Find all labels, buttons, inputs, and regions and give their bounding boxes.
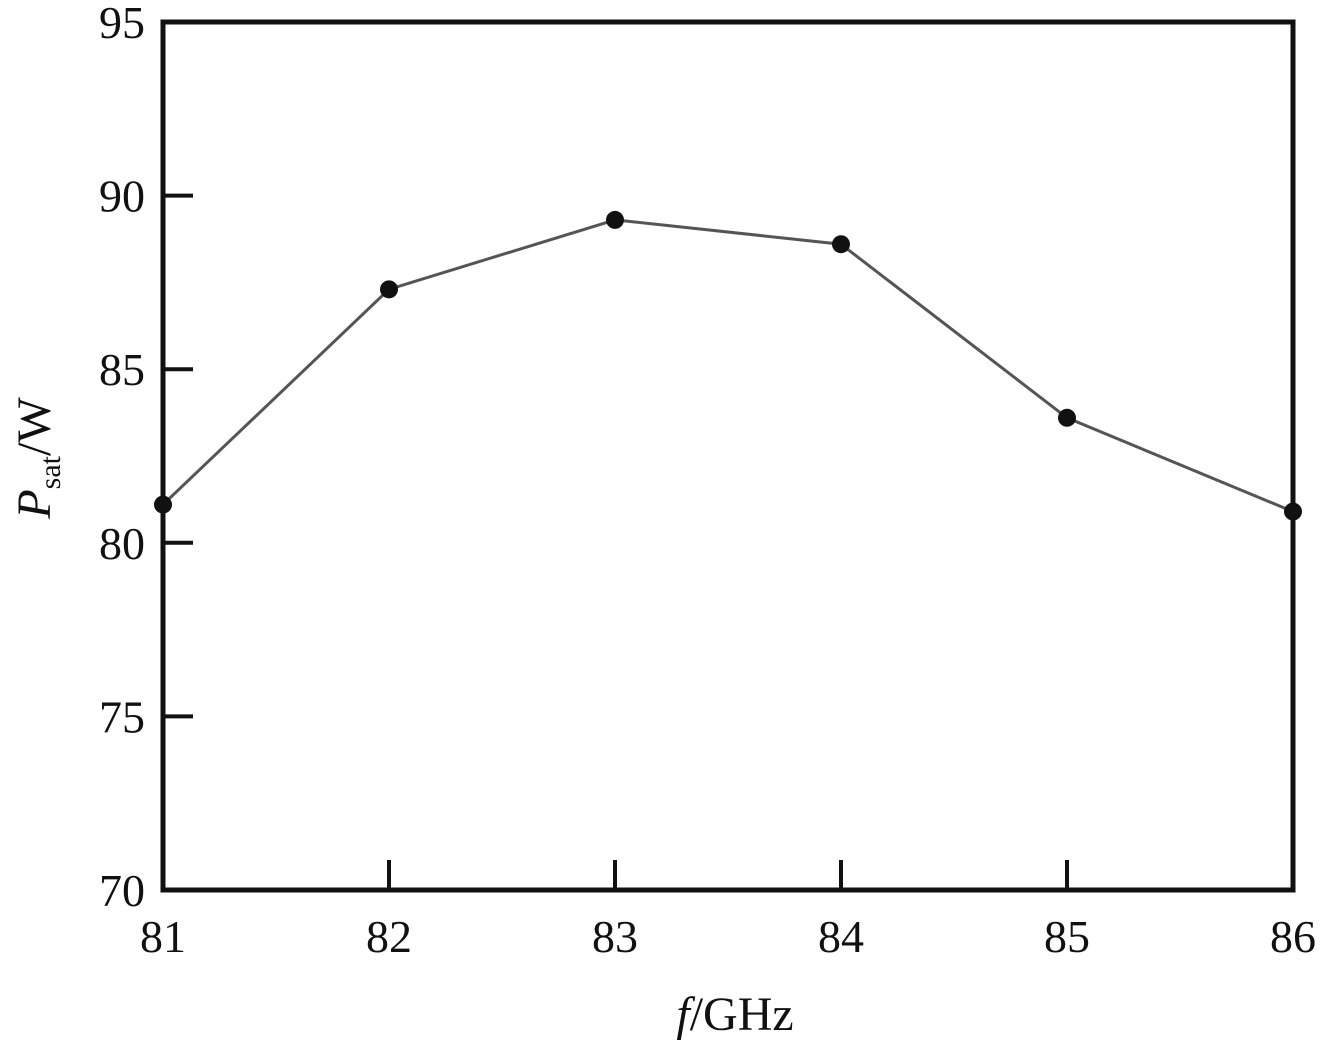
y-axis-var: P [8, 489, 61, 519]
y-axis-label: Psat/W [8, 397, 67, 520]
data-point [380, 280, 398, 299]
x-axis-label: f/GHz [676, 988, 793, 1041]
y-tick-label: 95 [99, 0, 145, 48]
y-tick-label: 80 [99, 518, 145, 569]
x-tick-label: 82 [366, 911, 412, 962]
x-tick-label: 85 [1044, 911, 1090, 962]
x-tick-label: 86 [1270, 911, 1316, 962]
data-point [1284, 502, 1302, 521]
x-tick-label: 81 [140, 911, 186, 962]
x-tick-label: 84 [818, 911, 864, 962]
plot-frame [160, 19, 1296, 893]
x-tick-label: 83 [592, 911, 638, 962]
y-axis-sub: sat [34, 455, 67, 489]
data-point [606, 210, 624, 229]
data-point [832, 235, 850, 254]
data-point [1058, 408, 1076, 427]
y-tick-label: 70 [99, 865, 145, 916]
y-axis-unit: /W [8, 397, 61, 456]
y-tick-label: 85 [99, 344, 145, 395]
data-point [154, 495, 172, 514]
y-tick-label: 90 [99, 171, 145, 222]
x-axis-unit: /GHz [690, 988, 794, 1041]
series-line [161, 218, 1294, 513]
y-tick-label: 75 [99, 691, 145, 742]
